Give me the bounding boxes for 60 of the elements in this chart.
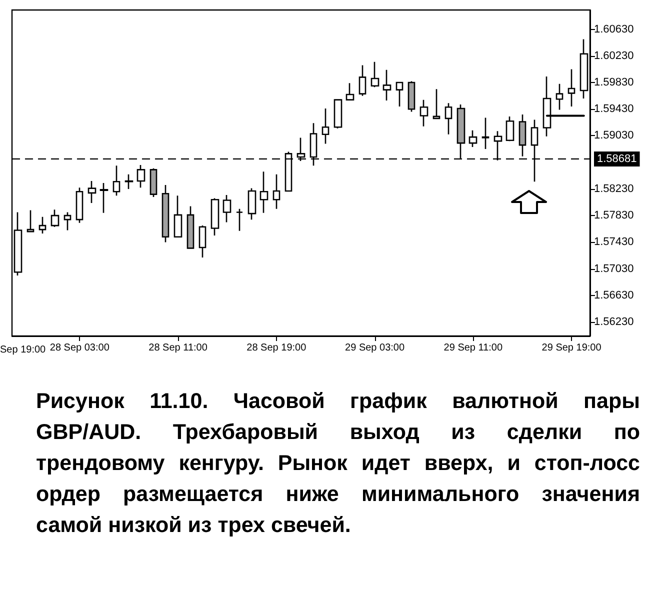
candlestick: [186, 206, 194, 250]
candlestick: [322, 108, 330, 144]
x-tick-label: 29 Sep 03:00: [345, 342, 405, 354]
text: Sep 19:00: [0, 344, 46, 356]
candlestick: [112, 165, 120, 196]
y-tick-label: 1.56630: [594, 289, 634, 302]
candlestick: [568, 68, 576, 108]
y-tick-label: 1.57030: [594, 262, 634, 275]
x-tick-label: 29 Sep 11:00: [444, 342, 503, 354]
y-tick-label: 1.60230: [594, 50, 634, 62]
y-tick-label: 1.59430: [594, 103, 634, 116]
candlestick: [26, 210, 34, 233]
candlestick: [408, 80, 416, 112]
candlestick: [88, 180, 96, 204]
x-tick-label: 28 Sep 19:00: [246, 342, 307, 354]
candlestick: [210, 198, 220, 236]
ref-line-label: 1.58681: [597, 152, 637, 165]
candlestick: [64, 212, 72, 231]
text: Рисунок 11.10. Часовой график валютной пары GBP/AUD. Трехбаровый выход из сделки по трендовому кенгуру. Рынок идет вверх, и стоп-лосс ордер размещается ниже минимального значения самой низкой из трех свечей.: [36, 388, 640, 539]
candlestick: [124, 174, 134, 190]
candlestick: [468, 130, 478, 148]
y-tick-label: 1.57830: [594, 210, 634, 222]
candlestick: [198, 224, 206, 258]
y-tick-label: 1.60630: [594, 23, 634, 36]
candlestick: [482, 117, 490, 150]
candlestick: [272, 174, 280, 210]
candlestick: [556, 83, 564, 110]
candlestick: [444, 102, 452, 136]
x-tick-label: 28 Sep 11:00: [148, 342, 208, 354]
candlestick: [236, 208, 244, 232]
candlestick: [506, 116, 514, 142]
candlestick: [518, 114, 526, 158]
candlestick: [174, 194, 182, 238]
candlestick: [38, 216, 46, 234]
candlestick: [162, 184, 170, 243]
candlestick: [396, 81, 404, 108]
candlestick: [580, 38, 588, 100]
y-tick-label: 1.59830: [594, 76, 634, 89]
candlestick: [248, 188, 256, 220]
candlestick: [150, 168, 158, 198]
y-tick-label: 1.59030: [594, 130, 634, 142]
candlestick: [382, 69, 392, 102]
candlestick: [346, 82, 354, 102]
candlestick: [100, 182, 108, 214]
candlestick: [14, 212, 22, 276]
x-tick-label: 29 Sep 19:00: [542, 342, 602, 354]
candlestick: [334, 98, 342, 130]
candlestick: [136, 164, 146, 188]
candlestick: [358, 64, 366, 96]
candlestick: [76, 186, 84, 224]
candlestick: [222, 194, 232, 223]
candlestick: [50, 208, 60, 228]
x-tick-label: 28 Sep 03:00: [50, 342, 110, 354]
candlestick: [260, 171, 268, 214]
y-tick-label: 1.57430: [594, 236, 634, 248]
candlestick: [420, 99, 428, 128]
y-tick-label: 1.56230: [594, 316, 634, 328]
candlestick: [370, 61, 380, 88]
y-tick-label: 1.58230: [594, 182, 634, 195]
candlestick: [432, 88, 440, 120]
